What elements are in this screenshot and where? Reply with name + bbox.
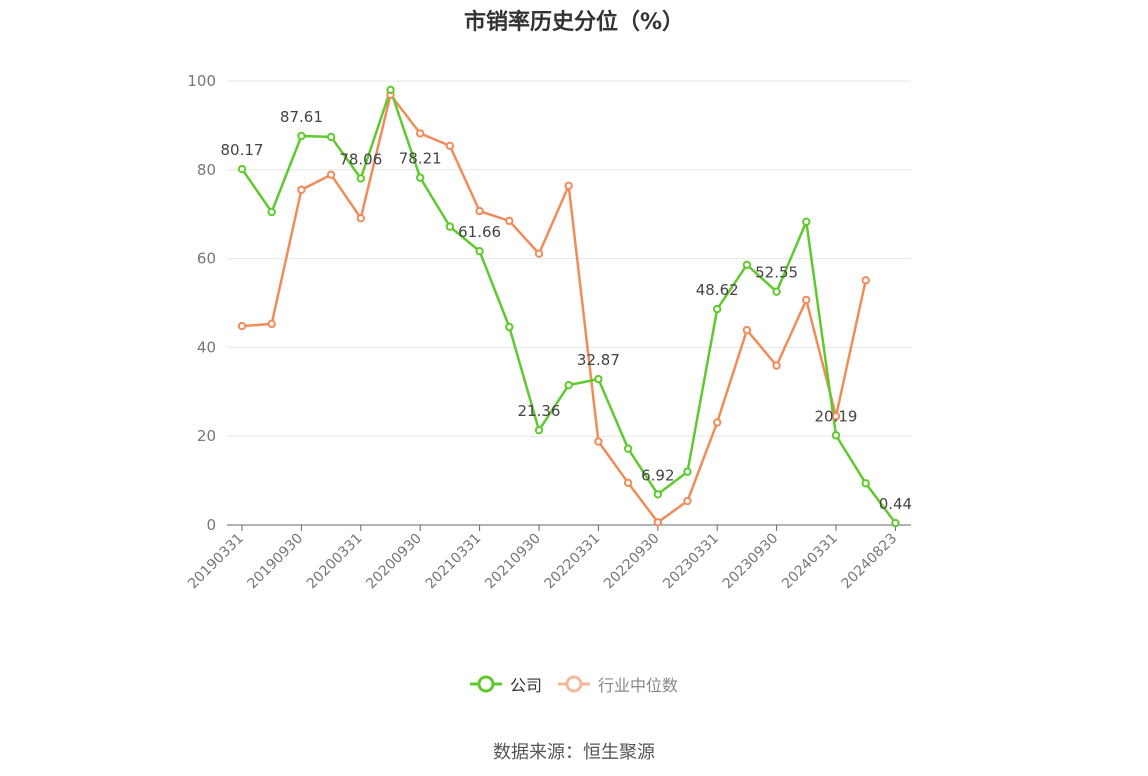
x-tick-label: 20240331 bbox=[779, 531, 841, 593]
data-point-company bbox=[356, 174, 365, 183]
data-point-company bbox=[267, 207, 276, 217]
y-tick-label: 0 bbox=[206, 516, 216, 534]
legend-company-marker-icon bbox=[470, 675, 502, 693]
data-point-industry bbox=[831, 412, 841, 421]
data-point-company bbox=[831, 431, 841, 440]
data-label: 80.17 bbox=[221, 141, 264, 159]
axes: 0 20 40 60 80 100 2019033120190930202003312020… bbox=[185, 72, 911, 592]
data-label: 78.06 bbox=[339, 150, 382, 168]
x-tick-label: 20230331 bbox=[660, 531, 722, 593]
data-label: 61.66 bbox=[458, 223, 501, 241]
data-point-company bbox=[772, 287, 781, 296]
x-tick-label: 20220331 bbox=[542, 531, 604, 593]
series-points bbox=[237, 85, 900, 528]
data-point-company bbox=[623, 444, 633, 453]
data-point-company bbox=[564, 380, 573, 390]
data-point-company bbox=[683, 467, 692, 476]
data-point-company bbox=[475, 247, 484, 256]
data-point-industry bbox=[802, 295, 811, 305]
data-label: 20.19 bbox=[815, 407, 858, 425]
data-point-industry bbox=[505, 216, 514, 226]
data-label: 78.21 bbox=[399, 150, 442, 168]
data-point-company bbox=[713, 304, 722, 314]
data-point-industry bbox=[297, 185, 306, 194]
data-point-company bbox=[386, 85, 395, 95]
y-tick-label: 40 bbox=[197, 338, 216, 356]
data-point-company bbox=[416, 173, 425, 182]
data-label: 6.92 bbox=[641, 466, 674, 484]
data-point-industry bbox=[237, 321, 247, 331]
data-point-industry bbox=[594, 437, 603, 446]
data-point-company bbox=[594, 374, 603, 384]
data-label: 87.61 bbox=[280, 108, 323, 126]
data-point-industry bbox=[623, 478, 633, 488]
data-label: 52.55 bbox=[755, 264, 798, 282]
data-point-company bbox=[742, 260, 752, 270]
data-point-company bbox=[891, 518, 900, 528]
data-point-industry bbox=[713, 418, 722, 427]
x-tick-label: 20230930 bbox=[720, 531, 782, 593]
series-line-industry bbox=[241, 93, 867, 524]
data-point-industry bbox=[356, 213, 365, 223]
data-point-company bbox=[445, 222, 455, 231]
x-tick-label: 20200331 bbox=[304, 531, 366, 593]
data-point-industry bbox=[326, 170, 336, 179]
x-tick-label: 20200930 bbox=[363, 531, 425, 593]
data-point-industry bbox=[475, 206, 484, 216]
data-labels: 80.17 87.61 78.06 78.21 61.66 21.36 32.87 6.92 4… bbox=[221, 108, 913, 513]
x-tick-label: 20190331 bbox=[185, 531, 247, 593]
data-point-industry bbox=[861, 276, 870, 285]
data-label: 0.44 bbox=[879, 495, 912, 513]
data-point-industry bbox=[564, 181, 573, 190]
data-point-company bbox=[237, 164, 247, 174]
data-label: 21.36 bbox=[518, 402, 561, 420]
chart-title: 市销率历史分位（%） bbox=[463, 10, 685, 35]
grid-lines bbox=[227, 80, 911, 437]
legend-company-label: 公司 bbox=[510, 676, 543, 695]
data-point-company bbox=[505, 322, 514, 332]
data-point-industry bbox=[267, 319, 276, 329]
data-label: 32.87 bbox=[577, 351, 620, 369]
data-point-company bbox=[653, 490, 662, 499]
data-point-company bbox=[297, 131, 306, 141]
source-note: 数据来源：恒生聚源 bbox=[493, 742, 655, 763]
legend-item-company[interactable]: 公司 bbox=[470, 670, 542, 698]
y-tick-label: 100 bbox=[187, 72, 216, 90]
data-point-industry bbox=[772, 361, 781, 370]
data-label: 48.62 bbox=[696, 281, 739, 299]
data-point-company bbox=[861, 479, 870, 488]
legend-industry-marker-icon bbox=[558, 675, 590, 693]
data-point-company bbox=[326, 132, 336, 142]
x-tick-label: 20210331 bbox=[423, 531, 485, 593]
data-point-industry bbox=[653, 518, 662, 527]
legend-item-industry[interactable]: 行业中位数 bbox=[558, 670, 678, 698]
data-point-company bbox=[534, 425, 544, 435]
y-tick-label: 20 bbox=[197, 427, 216, 445]
x-tick-label: 20210930 bbox=[482, 531, 544, 593]
y-tick-label: 60 bbox=[197, 250, 216, 268]
data-point-industry bbox=[534, 249, 544, 258]
data-point-industry bbox=[445, 141, 455, 151]
data-point-industry bbox=[683, 496, 692, 506]
x-tick-label: 20240823 bbox=[839, 531, 901, 593]
legend-industry-label: 行业中位数 bbox=[598, 676, 679, 695]
y-tick-label: 80 bbox=[197, 161, 216, 179]
x-tick-label: 20220930 bbox=[601, 531, 663, 593]
x-tick-label: 20190930 bbox=[245, 531, 307, 593]
data-point-industry bbox=[416, 129, 425, 138]
data-point-industry bbox=[742, 325, 752, 335]
data-point-company bbox=[802, 217, 811, 226]
